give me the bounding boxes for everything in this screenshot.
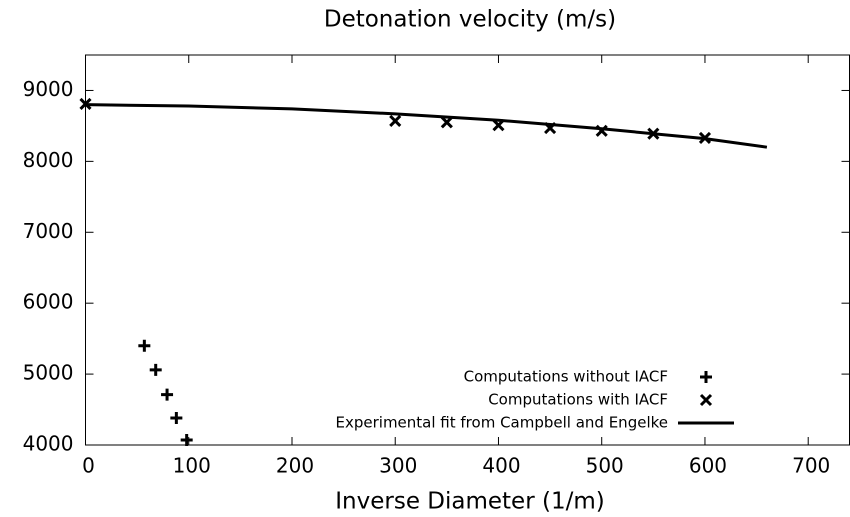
x-tick-label: 100 xyxy=(173,454,211,478)
point xyxy=(440,116,453,129)
plot-frame xyxy=(85,54,850,446)
y-tick-label: 9000 xyxy=(23,77,74,101)
legend-label: Experimental fit from Campbell and Engel… xyxy=(336,414,669,432)
point xyxy=(79,97,92,110)
legend-swatch xyxy=(699,393,713,407)
legend-label: Computations without IACF xyxy=(464,368,668,386)
x-tick-label: 300 xyxy=(379,454,417,478)
point xyxy=(138,339,151,352)
legend-swatch xyxy=(700,371,712,383)
point xyxy=(149,363,162,376)
y-tick-label: 7000 xyxy=(23,219,74,243)
point xyxy=(389,114,402,128)
x-tick-label: 600 xyxy=(689,454,727,478)
x-tick-label: 200 xyxy=(276,454,314,478)
chart-title: Detonation velocity (m/s) xyxy=(324,7,616,33)
x-tick-label: 500 xyxy=(586,454,624,478)
point xyxy=(161,388,174,401)
point xyxy=(170,412,183,425)
y-tick-label: 8000 xyxy=(23,148,74,172)
fit-line xyxy=(85,103,768,149)
y-tick-label: 4000 xyxy=(23,432,74,456)
x-tick-label: 400 xyxy=(482,454,520,478)
x-tick-label: 700 xyxy=(792,454,830,478)
x-axis-label: Inverse Diameter (1/m) xyxy=(335,489,604,515)
point xyxy=(180,434,193,447)
y-tick-label: 5000 xyxy=(23,361,74,385)
legend-label: Computations with IACF xyxy=(488,391,668,409)
y-tick-label: 6000 xyxy=(23,290,74,314)
x-tick-label: 0 xyxy=(82,454,95,478)
